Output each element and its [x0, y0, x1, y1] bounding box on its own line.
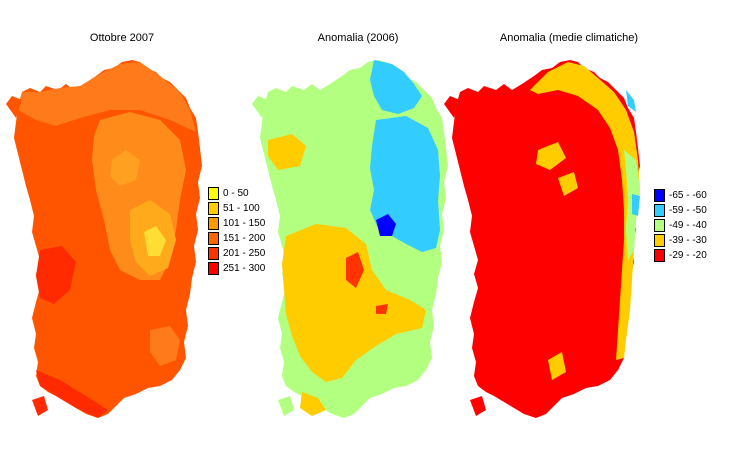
legend-swatch	[208, 262, 219, 275]
legend-label: 201 - 250	[223, 248, 266, 259]
legend-item: 201 - 250	[208, 246, 265, 261]
legend-item: 51 - 100	[208, 201, 265, 216]
legend-swatch	[654, 234, 665, 247]
legend-item: -59 - -50	[654, 203, 707, 218]
legend-label: -65 - -60	[669, 190, 707, 201]
legend-item: -49 - -40	[654, 218, 707, 233]
legend-item: -29 - -20	[654, 248, 707, 263]
legend-label: 0 - 50	[223, 188, 249, 199]
legend-label: -59 - -50	[669, 205, 707, 216]
legend-item: -39 - -30	[654, 233, 707, 248]
legend-item: 0 - 50	[208, 186, 265, 201]
legend-item: 251 - 300	[208, 261, 265, 276]
legend-label: 151 - 200	[223, 233, 266, 244]
legend-label: 51 - 100	[223, 203, 260, 214]
legend-swatch	[208, 202, 219, 215]
map-title-anomalia-2006: Anomalia (2006)	[317, 32, 399, 44]
legend-swatch	[654, 189, 665, 202]
legend-item: 101 - 150	[208, 216, 265, 231]
legend-swatch	[208, 217, 219, 230]
map-anomalia-2006	[252, 60, 448, 418]
legend-swatch	[208, 187, 219, 200]
map-title-ottobre-2007: Ottobre 2007	[89, 32, 155, 44]
legend-label: 251 - 300	[223, 263, 266, 274]
legend-label: -39 - -30	[669, 235, 707, 246]
legend-item: 151 - 200	[208, 231, 265, 246]
legend-label: -29 - -20	[669, 250, 707, 261]
legend-item: -65 - -60	[654, 188, 707, 203]
map-title-anomalia-medie-climatiche: Anomalia (medie climatiche)	[499, 32, 639, 44]
legend-anomalia-medie-climatiche: -65 - -60 -59 - -50 -49 - -40 -39 - -30 …	[654, 188, 707, 263]
legend-ottobre-2007: 0 - 50 51 - 100 101 - 150 151 - 200 201 …	[208, 186, 265, 276]
legend-swatch	[208, 232, 219, 245]
legend-swatch	[654, 204, 665, 217]
map-anomalia-medie-climatiche	[444, 60, 640, 418]
legend-label: -49 - -40	[669, 220, 707, 231]
map-ottobre-2007	[6, 60, 202, 418]
legend-swatch	[654, 219, 665, 232]
legend-swatch	[208, 247, 219, 260]
legend-swatch	[654, 249, 665, 262]
legend-label: 101 - 150	[223, 218, 266, 229]
